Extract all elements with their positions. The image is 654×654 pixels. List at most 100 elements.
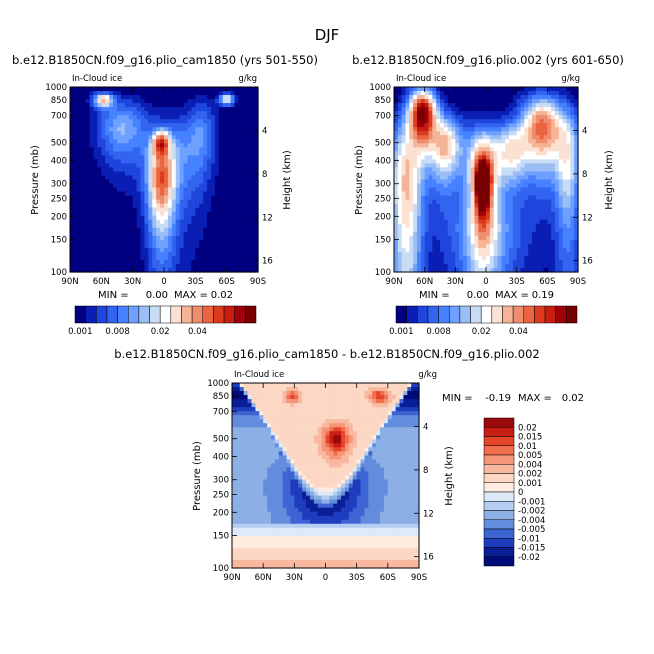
heatmap-cell (489, 139, 495, 144)
heatmap-cell (413, 199, 418, 205)
heatmap-cell (562, 147, 568, 152)
heatmap-cell (238, 143, 243, 148)
heatmap-cell (524, 207, 529, 213)
heatmap-cell (443, 95, 449, 100)
heatmap-cell (97, 255, 102, 261)
heatmap-cell (493, 211, 499, 217)
heatmap-cell (187, 195, 193, 201)
heatmap-cell (566, 191, 571, 197)
heatmap-cell (555, 251, 560, 257)
heatmap-cell (570, 219, 575, 225)
heatmap-cell (234, 123, 240, 128)
heatmap-cell (222, 163, 228, 169)
heatmap-cell (368, 383, 373, 388)
heatmap-cell (187, 127, 193, 132)
heatmap-cell (120, 91, 126, 96)
heatmap-cell (415, 399, 420, 404)
heatmap-cell (451, 183, 456, 189)
heatmap-cell (222, 179, 228, 185)
heatmap-cell (246, 131, 251, 136)
heatmap-cell (524, 107, 529, 112)
heatmap-cell (89, 151, 95, 156)
heatmap-cell (493, 239, 499, 245)
heatmap-cell (254, 219, 259, 225)
heatmap-cell (558, 87, 564, 92)
heatmap-cell (424, 139, 430, 144)
heatmap-cell (413, 159, 418, 165)
heatmap-cell (558, 127, 564, 132)
heatmap-cell (428, 195, 433, 201)
heatmap-cell (81, 171, 87, 177)
heatmap-cell (535, 235, 541, 241)
heatmap-cell (128, 259, 134, 265)
heatmap-cell (250, 175, 255, 181)
heatmap-cell (270, 395, 276, 400)
heatmap-cell (466, 175, 472, 181)
heatmap-cell (482, 111, 487, 116)
heatmap-cell (352, 407, 358, 412)
heatmap-cell (520, 263, 525, 269)
heatmap-cell (93, 127, 99, 132)
heatmap-cell (81, 119, 87, 124)
heatmap-cell (222, 235, 228, 241)
heatmap-cell (424, 231, 430, 237)
heatmap-cell (505, 263, 510, 269)
heatmap-cell (501, 167, 506, 173)
heatmap-cell (516, 167, 522, 173)
heatmap-cell (73, 211, 79, 217)
heatmap-cell (532, 255, 537, 261)
heatmap-cell (250, 243, 255, 249)
heatmap-cell (470, 263, 476, 269)
heatmap-cell (120, 211, 126, 217)
heatmap-cell (558, 171, 564, 177)
heatmap-cell (207, 95, 212, 100)
heatmap-cell (501, 231, 506, 237)
heatmap-cell (474, 175, 479, 181)
heatmap-cell (136, 235, 142, 241)
heatmap-cell (73, 227, 79, 233)
heatmap-cell (250, 107, 255, 112)
heatmap-cell (489, 151, 495, 156)
colorbar-swatch (245, 305, 257, 324)
heatmap-cell (486, 215, 491, 221)
heatmap-cell (222, 187, 228, 193)
heatmap-cell (171, 219, 177, 225)
heatmap-cell (120, 187, 126, 193)
heatmap-cell (246, 207, 251, 213)
heatmap-cell (101, 95, 106, 100)
heatmap-cell (81, 227, 87, 233)
heatmap-cell (128, 171, 134, 177)
heatmap-cell (555, 103, 560, 108)
heatmap-cell (516, 239, 522, 245)
heatmap-cell (156, 159, 161, 165)
heatmap-cell (195, 127, 200, 132)
heatmap-cell (250, 211, 255, 217)
heatmap-cell (234, 243, 240, 249)
heatmap-cell (383, 387, 389, 392)
colorbar-swatch (96, 305, 108, 324)
heatmap-cell (222, 135, 228, 140)
heatmap-cell (466, 259, 472, 265)
heatmap-cell (73, 135, 79, 140)
heatmap-cell (459, 227, 464, 233)
heatmap-cell (413, 211, 418, 217)
heatmap-cell (144, 95, 149, 100)
heatmap-cell (191, 111, 196, 116)
heatmap-cell (117, 111, 122, 116)
heatmap-cell (313, 399, 319, 404)
heatmap-cell (81, 199, 87, 205)
heatmap-cell (394, 167, 399, 173)
heatmap-cell (474, 99, 479, 104)
heatmap-cell (140, 115, 146, 120)
heatmap-cell (132, 119, 138, 124)
heatmap-cell (120, 95, 126, 100)
heatmap-cell (543, 147, 548, 152)
heatmap-cell (73, 163, 79, 169)
heatmap-cell (222, 203, 228, 209)
heatmap-cell (364, 387, 369, 392)
heatmap-cell (432, 255, 437, 261)
heatmap-cell (81, 87, 87, 92)
heatmap-cell (551, 139, 556, 144)
heatmap-cell (505, 199, 510, 205)
heatmap-cell (214, 163, 220, 169)
